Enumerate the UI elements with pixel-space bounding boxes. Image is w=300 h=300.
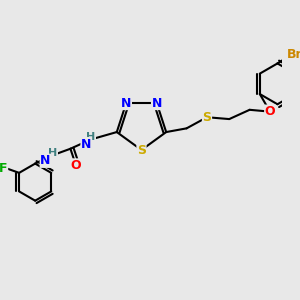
Text: H: H bbox=[86, 132, 95, 142]
Text: H: H bbox=[48, 148, 57, 158]
Text: O: O bbox=[265, 105, 275, 118]
Text: Br: Br bbox=[287, 48, 300, 61]
Text: N: N bbox=[121, 97, 131, 110]
Text: S: S bbox=[202, 111, 211, 124]
Text: S: S bbox=[137, 143, 146, 157]
Text: N: N bbox=[40, 154, 51, 167]
Text: F: F bbox=[0, 162, 8, 175]
Text: O: O bbox=[71, 159, 81, 172]
Text: N: N bbox=[81, 138, 92, 151]
Text: N: N bbox=[152, 97, 162, 110]
